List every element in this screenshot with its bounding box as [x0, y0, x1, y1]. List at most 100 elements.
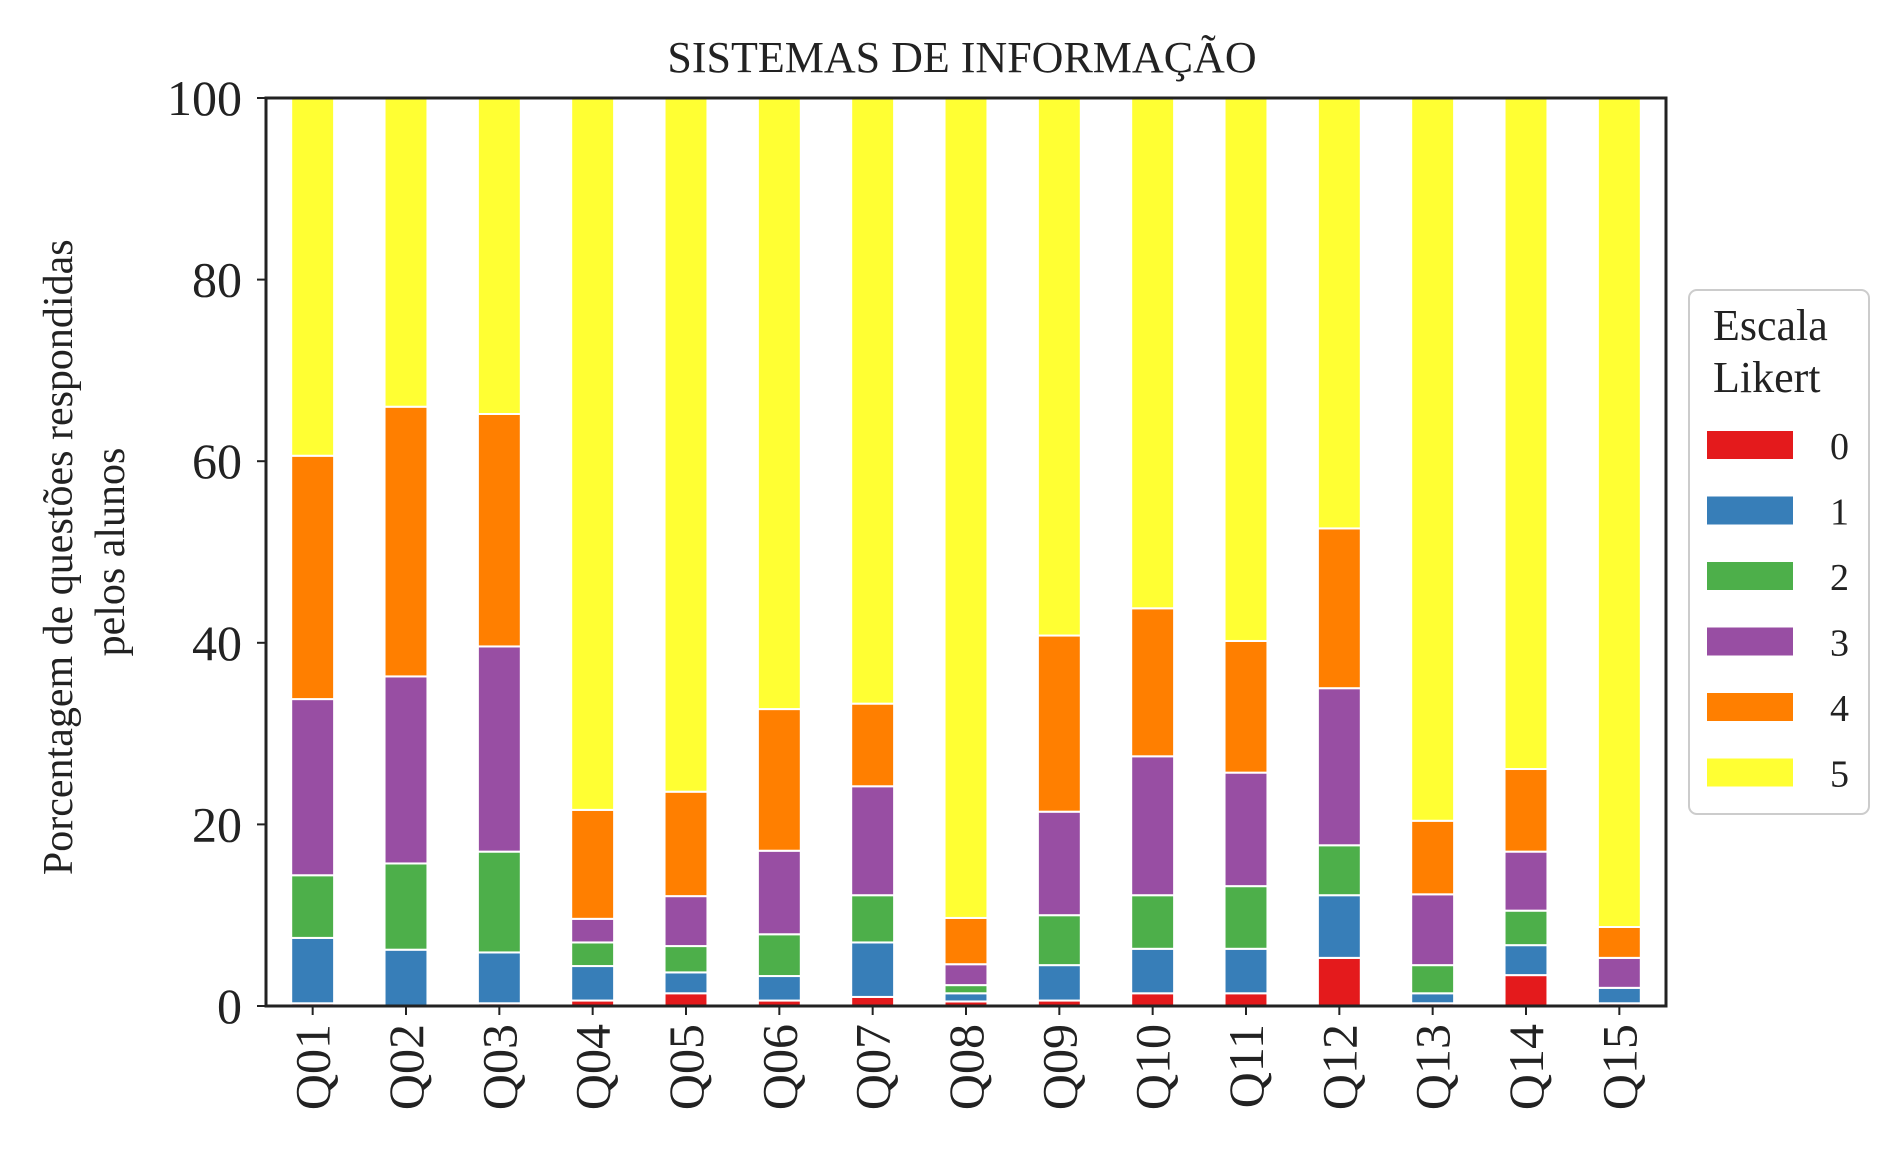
bar-q07-level-2: [850, 894, 896, 944]
legend-swatch-4: [1707, 693, 1793, 721]
legend-swatch-3: [1707, 627, 1793, 656]
bar-q14-level-3: [1503, 850, 1549, 912]
chart-title: SISTEMAS DE INFORMAÇÃO: [667, 33, 1256, 82]
bar-q12-level-5: [1316, 97, 1362, 530]
bar-q05-level-3: [663, 895, 709, 948]
x-axis: Q01 Q02 Q03 Q04 Q05 Q06 Q07 Q08 Q09 Q10 Q11 Q12 Q13 Q…: [285, 1006, 1647, 1110]
bar-q02-level-1: [383, 948, 429, 1008]
legend-swatch-0: [1707, 431, 1793, 459]
x-tick-label-q08: Q08: [938, 1024, 994, 1110]
bar-q10-level-4: [1130, 607, 1176, 758]
bar-q08-level-4: [943, 916, 989, 966]
bar-q13-level-4: [1410, 819, 1456, 896]
bar-q05-level-2: [663, 945, 709, 974]
bar-q15-level-3: [1596, 956, 1642, 989]
bar-q14-level-1: [1503, 944, 1549, 977]
y-tick-label: 20: [192, 796, 242, 852]
bar-q10-level-0: [1130, 992, 1176, 1007]
bar-q03-level-5: [476, 97, 522, 415]
bar-q10-level-5: [1130, 97, 1176, 610]
legend-label-4: 4: [1830, 688, 1849, 730]
bar-q10-level-2: [1130, 894, 1176, 950]
bar-q14-level-0: [1503, 974, 1549, 1008]
x-tick-label-q13: Q13: [1405, 1024, 1461, 1110]
legend-label-3: 3: [1830, 623, 1849, 665]
legend-label-2: 2: [1830, 557, 1849, 599]
bar-q09-level-1: [1036, 964, 1082, 1002]
bar-q13-level-5: [1410, 97, 1456, 822]
bar-q04-level-5: [570, 97, 616, 811]
bar-q03-level-1: [476, 951, 522, 1005]
bar-q04-level-1: [570, 965, 616, 1002]
bar-q07-level-1: [850, 941, 896, 998]
bar-q11-level-0: [1223, 992, 1269, 1007]
x-tick-label-q06: Q06: [751, 1024, 807, 1110]
bar-q09-level-4: [1036, 634, 1082, 813]
x-tick-label-q02: Q02: [378, 1024, 434, 1110]
legend-items: 0 1 2 3 4 5: [1707, 426, 1849, 796]
bar-q11-level-2: [1223, 885, 1269, 950]
bar-q05-level-4: [663, 790, 709, 898]
bar-q04-level-4: [570, 808, 616, 920]
bar-q06-level-2: [756, 933, 802, 978]
x-tick-label-q15: Q15: [1591, 1024, 1647, 1110]
bar-q11-level-5: [1223, 97, 1269, 642]
bar-q13-level-3: [1410, 893, 1456, 967]
y-tick-label: 0: [217, 978, 242, 1034]
bar-q12-level-0: [1316, 956, 1362, 1008]
bar-q07-level-4: [850, 702, 896, 788]
bar-q14-level-5: [1503, 97, 1549, 771]
bar-q08-level-2: [943, 984, 989, 995]
y-axis-label-line-1: Porcentagem de questões respondidas: [36, 239, 82, 875]
legend-title-line-2: Likert: [1713, 353, 1821, 402]
bar-q02-level-5: [383, 97, 429, 408]
x-tick-label-q11: Q11: [1218, 1024, 1274, 1108]
bar-q06-level-5: [756, 97, 802, 711]
bar-q09-level-2: [1036, 914, 1082, 967]
bar-q03-level-4: [476, 412, 522, 648]
x-tick-label-q04: Q04: [565, 1024, 621, 1110]
bar-q01-level-2: [290, 874, 336, 939]
x-tick-label-q10: Q10: [1125, 1024, 1181, 1110]
bar-q11-level-4: [1223, 639, 1269, 774]
bar-q10-level-1: [1130, 947, 1176, 995]
bar-q12-level-2: [1316, 844, 1362, 897]
x-tick-label-q07: Q07: [845, 1024, 901, 1110]
legend: Escala Likert 0 1 2 3 4 5: [1688, 289, 1870, 815]
bar-q02-level-3: [383, 675, 429, 865]
bar-q01-level-1: [290, 936, 336, 1005]
legend-swatch-2: [1707, 562, 1793, 590]
bar-q14-level-2: [1503, 909, 1549, 947]
bar-q01-level-5: [290, 97, 336, 457]
bar-q10-level-3: [1130, 755, 1176, 897]
bar-q08-level-3: [943, 963, 989, 987]
legend-swatch-5: [1707, 758, 1793, 787]
x-tick-label-q09: Q09: [1031, 1024, 1087, 1110]
bar-q07-level-5: [850, 97, 896, 705]
x-tick-label-q14: Q14: [1498, 1024, 1554, 1110]
y-tick-label: 100: [167, 70, 242, 126]
x-tick-label-q12: Q12: [1311, 1024, 1367, 1110]
bar-q12-level-3: [1316, 687, 1362, 847]
bar-q13-level-1: [1410, 992, 1456, 1005]
x-tick-label-q01: Q01: [285, 1024, 341, 1110]
bar-q03-level-3: [476, 645, 522, 853]
legend-frame: [1688, 289, 1870, 815]
bar-q05-level-1: [663, 971, 709, 995]
legend-title: Escala Likert: [1713, 301, 1839, 402]
bar-q15-level-4: [1596, 926, 1642, 959]
bar-q06-level-1: [756, 975, 802, 1002]
bar-q02-level-2: [383, 862, 429, 951]
bar-q04-level-2: [570, 941, 616, 968]
bar-q07-level-3: [850, 785, 896, 897]
x-tick-label-q05: Q05: [658, 1024, 714, 1110]
bars-group: [290, 97, 1642, 1008]
bar-q02-level-4: [383, 405, 429, 678]
bar-q04-level-3: [570, 917, 616, 944]
bar-q06-level-3: [756, 849, 802, 936]
legend-label-1: 1: [1830, 492, 1849, 534]
bar-q05-level-0: [663, 992, 709, 1007]
bar-q11-level-3: [1223, 771, 1269, 888]
bar-q06-level-4: [756, 708, 802, 852]
bar-q15-level-5: [1596, 97, 1642, 928]
